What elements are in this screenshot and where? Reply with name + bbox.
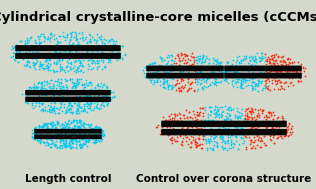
FancyBboxPatch shape [34, 129, 102, 134]
Text: Control over corona structure: Control over corona structure [137, 174, 312, 184]
FancyBboxPatch shape [161, 121, 287, 127]
FancyBboxPatch shape [34, 134, 102, 139]
FancyBboxPatch shape [15, 53, 121, 59]
FancyBboxPatch shape [15, 45, 121, 51]
FancyBboxPatch shape [161, 129, 287, 135]
FancyBboxPatch shape [146, 73, 224, 78]
FancyBboxPatch shape [25, 97, 111, 102]
FancyBboxPatch shape [224, 73, 302, 78]
Text: Cylindrical crystalline-core micelles (cCCMs): Cylindrical crystalline-core micelles (c… [0, 11, 316, 24]
Text: Length control: Length control [25, 174, 111, 184]
FancyBboxPatch shape [224, 66, 302, 71]
FancyBboxPatch shape [25, 90, 111, 95]
FancyBboxPatch shape [146, 66, 224, 71]
